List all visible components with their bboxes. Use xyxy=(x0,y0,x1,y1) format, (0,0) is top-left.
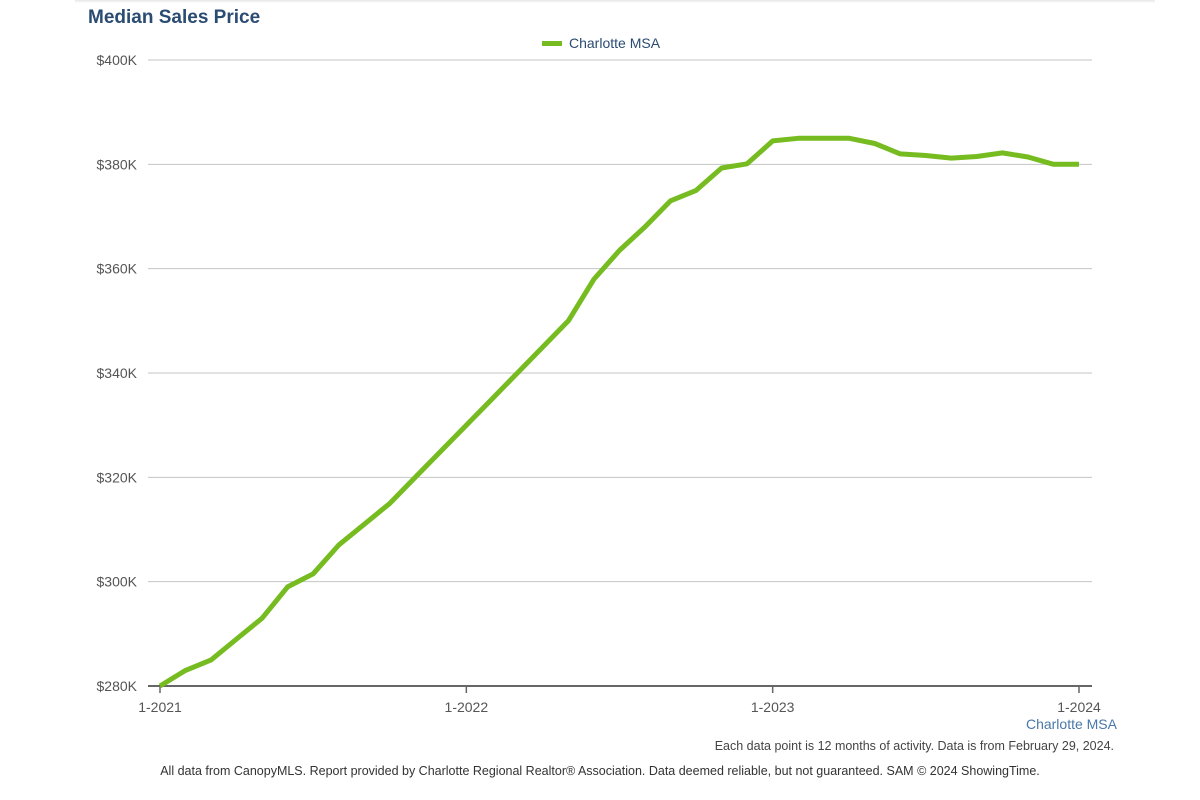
data-point xyxy=(261,617,264,620)
data-point xyxy=(592,278,595,281)
x-tick-label: 1-2021 xyxy=(138,699,182,715)
data-point xyxy=(159,685,162,688)
data-point xyxy=(414,476,417,479)
data-point xyxy=(771,139,774,142)
data-point xyxy=(822,137,825,140)
data-point xyxy=(924,154,927,157)
footer-disclaimer: All data from CanopyMLS. Report provided… xyxy=(160,764,1040,778)
data-point xyxy=(490,398,493,401)
y-tick-label: $300K xyxy=(97,574,138,590)
y-tick-label: $320K xyxy=(97,469,138,485)
data-point xyxy=(388,502,391,505)
data-point xyxy=(235,638,238,641)
data-point xyxy=(1078,163,1081,166)
data-point xyxy=(184,669,187,672)
data-point xyxy=(746,162,749,165)
legend-label: Charlotte MSA xyxy=(569,35,661,51)
legend[interactable]: Charlotte MSA xyxy=(542,35,660,51)
data-point xyxy=(695,189,698,192)
x-tick-label: 1-2023 xyxy=(751,699,795,715)
chart-title: Median Sales Price xyxy=(88,7,261,28)
series-line-charlotte-msa xyxy=(158,135,1079,689)
y-tick-label: $360K xyxy=(97,261,138,277)
data-point xyxy=(210,658,213,661)
y-tick-label: $380K xyxy=(97,156,138,172)
y-axis-ticks: $280K $300K $320K $340K $360K $380K $400K xyxy=(97,52,138,694)
data-note: Each data point is 12 months of activity… xyxy=(714,739,1114,753)
y-tick-label: $280K xyxy=(97,678,138,694)
data-point xyxy=(567,319,570,322)
data-point xyxy=(873,142,876,145)
x-tick-label: 1-2022 xyxy=(445,699,489,715)
data-point xyxy=(516,372,519,375)
x-axis: 1-2021 1-2022 1-2023 1-2024 xyxy=(138,685,1101,715)
data-point xyxy=(1052,163,1055,166)
legend-swatch xyxy=(542,40,562,46)
data-point xyxy=(669,199,672,202)
data-point xyxy=(848,137,851,140)
data-point xyxy=(286,585,289,588)
y-tick-label: $400K xyxy=(97,52,138,68)
y-tick-label: $340K xyxy=(97,365,138,381)
data-point xyxy=(1026,156,1029,159)
gridlines xyxy=(148,59,1092,583)
data-point xyxy=(541,345,544,348)
data-point xyxy=(644,225,647,228)
data-point xyxy=(363,523,366,526)
data-point xyxy=(720,166,723,169)
data-point xyxy=(797,137,800,140)
data-point xyxy=(465,424,468,427)
data-point xyxy=(950,157,953,160)
region-label: Charlotte MSA xyxy=(1025,716,1117,732)
data-point xyxy=(975,155,978,158)
series-layer xyxy=(158,135,1081,689)
data-point xyxy=(337,544,340,547)
data-point xyxy=(618,249,621,252)
data-point xyxy=(439,450,442,453)
data-point xyxy=(1001,151,1004,154)
top-shadow xyxy=(75,0,1155,3)
x-tick-label: 1-2024 xyxy=(1057,699,1101,715)
data-point xyxy=(312,572,315,575)
data-point xyxy=(899,152,902,155)
